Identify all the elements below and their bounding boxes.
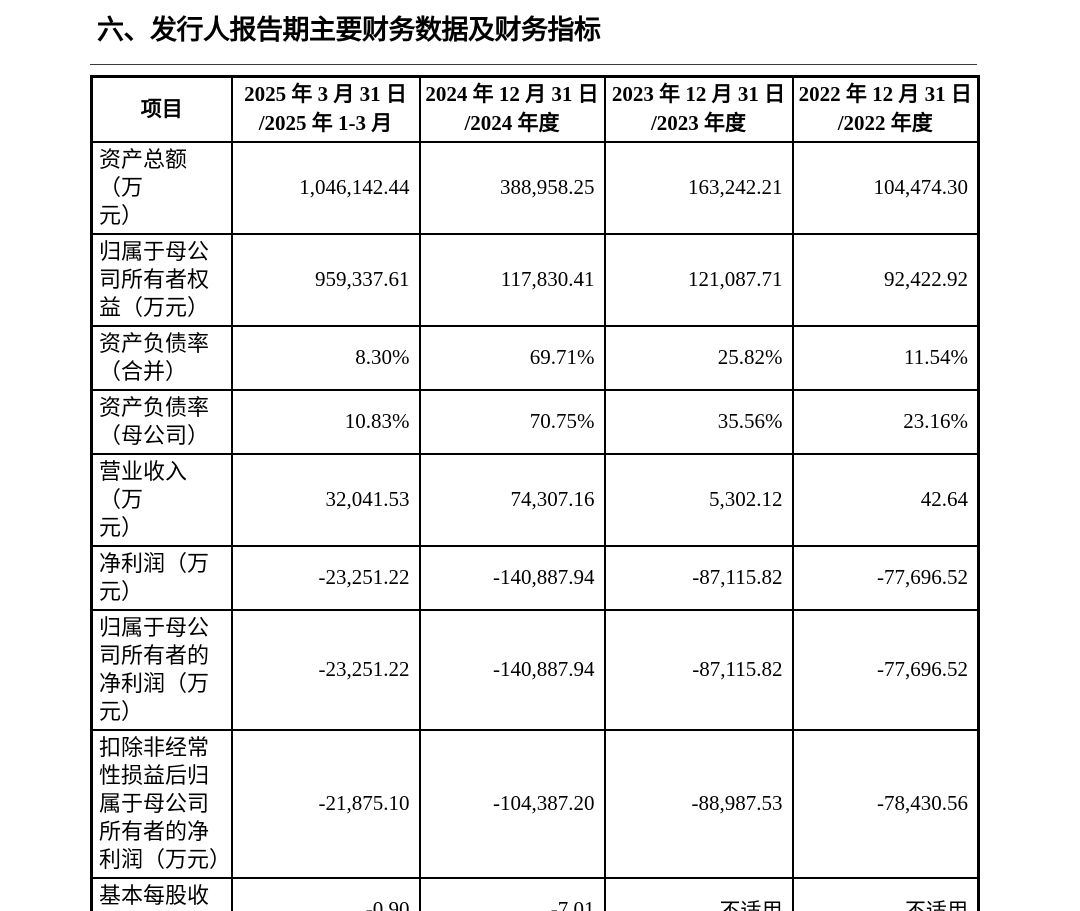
cell-value: -0.90 [230,876,421,911]
top-rule [90,64,977,65]
cell-value: -23,251.22 [230,544,421,611]
section-title: 六、发行人报告期主要财务数据及财务指标 [97,15,601,45]
cell-value: 10.83% [230,388,421,455]
cell-value: -21,875.10 [230,728,421,879]
cell-value: 不适用 [603,876,794,911]
row-label: 归属于母公 司所有者的 净利润（万 元） [90,608,233,731]
table-header-row: 项目 2025 年 3 月 31 日 /2025 年 1-3 月 2024 年 … [90,75,980,143]
table-row: 营业收入（万 元） 32,041.53 74,307.16 5,302.12 4… [90,452,980,547]
cell-value: 121,087.71 [603,232,794,327]
row-label: 扣除非经常 性损益后归 属于母公司 所有者的净 利润（万元） [90,728,233,879]
cell-value: 388,958.25 [418,140,606,235]
row-label: 营业收入（万 元） [90,452,233,547]
cell-value: 42.64 [791,452,980,547]
cell-value: -77,696.52 [791,608,980,731]
table-row: 归属于母公 司所有者的 净利润（万 元） -23,251.22 -140,887… [90,608,980,731]
cell-value: -87,115.82 [603,544,794,611]
cell-value: 23.16% [791,388,980,455]
cell-value: 163,242.21 [603,140,794,235]
cell-value: 不适用 [791,876,980,911]
cell-value: 104,474.30 [791,140,980,235]
cell-value: 70.75% [418,388,606,455]
cell-value: -140,887.94 [418,608,606,731]
cell-value: 1,046,142.44 [230,140,421,235]
cell-value: -104,387.20 [418,728,606,879]
cell-value: 25.82% [603,324,794,391]
cell-value: -78,430.56 [791,728,980,879]
cell-value: -23,251.22 [230,608,421,731]
row-label: 基本每股收 益（元） [90,876,233,911]
cell-value: 32,041.53 [230,452,421,547]
table-row: 归属于母公 司所有者权 益（万元） 959,337.61 117,830.41 … [90,232,980,327]
table-row: 资产负债率 （合并） 8.30% 69.71% 25.82% 11.54% [90,324,980,391]
table-row: 资产总额（万 元） 1,046,142.44 388,958.25 163,24… [90,140,980,235]
table-row: 资产负债率 （母公司） 10.83% 70.75% 35.56% 23.16% [90,388,980,455]
col-header-2024: 2024 年 12 月 31 日 /2024 年度 [418,75,606,143]
row-label: 资产负债率 （合并） [90,324,233,391]
cell-value: -140,887.94 [418,544,606,611]
col-header-2023: 2023 年 12 月 31 日 /2023 年度 [603,75,794,143]
cell-value: 74,307.16 [418,452,606,547]
cell-value: -88,987.53 [603,728,794,879]
row-label: 资产总额（万 元） [90,140,233,235]
cell-value: -87,115.82 [603,608,794,731]
cell-value: 92,422.92 [791,232,980,327]
row-label: 净利润（万 元） [90,544,233,611]
cell-value: -7.01 [418,876,606,911]
cell-value: 5,302.12 [603,452,794,547]
financial-table: 项目 2025 年 3 月 31 日 /2025 年 1-3 月 2024 年 … [90,75,980,911]
cell-value: 69.71% [418,324,606,391]
col-header-item: 项目 [90,75,233,143]
cell-value: 959,337.61 [230,232,421,327]
row-label: 资产负债率 （母公司） [90,388,233,455]
col-header-2022: 2022 年 12 月 31 日 /2022 年度 [791,75,980,143]
cell-value: 11.54% [791,324,980,391]
cell-value: 117,830.41 [418,232,606,327]
col-header-2025: 2025 年 3 月 31 日 /2025 年 1-3 月 [230,75,421,143]
cell-value: 35.56% [603,388,794,455]
table-row: 净利润（万 元） -23,251.22 -140,887.94 -87,115.… [90,544,980,611]
row-label: 归属于母公 司所有者权 益（万元） [90,232,233,327]
table-row: 基本每股收 益（元） -0.90 -7.01 不适用 不适用 [90,876,980,911]
cell-value: -77,696.52 [791,544,980,611]
cell-value: 8.30% [230,324,421,391]
table-row: 扣除非经常 性损益后归 属于母公司 所有者的净 利润（万元） -21,875.1… [90,728,980,879]
